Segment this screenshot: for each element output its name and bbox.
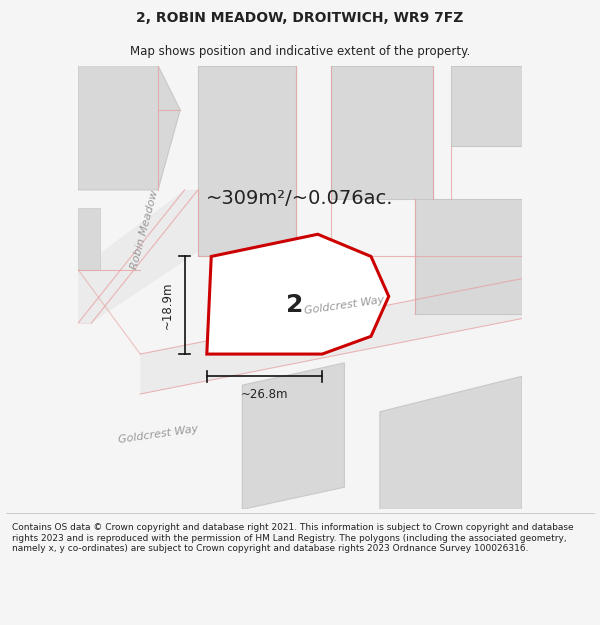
Text: ~18.9m: ~18.9m — [160, 281, 173, 329]
Polygon shape — [78, 66, 180, 190]
Text: Goldcrest Way: Goldcrest Way — [304, 294, 385, 316]
Text: ~26.8m: ~26.8m — [241, 388, 288, 401]
Polygon shape — [78, 208, 100, 270]
Text: Contains OS data © Crown copyright and database right 2021. This information is : Contains OS data © Crown copyright and d… — [12, 523, 574, 553]
Polygon shape — [140, 279, 522, 394]
Polygon shape — [380, 376, 522, 509]
Text: 2: 2 — [286, 293, 304, 318]
Text: Goldcrest Way: Goldcrest Way — [118, 423, 199, 444]
Polygon shape — [207, 234, 389, 354]
Text: 2, ROBIN MEADOW, DROITWICH, WR9 7FZ: 2, ROBIN MEADOW, DROITWICH, WR9 7FZ — [136, 11, 464, 26]
Polygon shape — [331, 66, 433, 199]
Text: Robin Meadow: Robin Meadow — [129, 189, 160, 271]
Polygon shape — [415, 199, 522, 314]
Polygon shape — [451, 66, 522, 146]
Polygon shape — [78, 190, 198, 323]
Polygon shape — [242, 363, 344, 509]
Text: ~309m²/~0.076ac.: ~309m²/~0.076ac. — [206, 189, 394, 208]
Text: Map shows position and indicative extent of the property.: Map shows position and indicative extent… — [130, 45, 470, 58]
Polygon shape — [198, 66, 296, 256]
